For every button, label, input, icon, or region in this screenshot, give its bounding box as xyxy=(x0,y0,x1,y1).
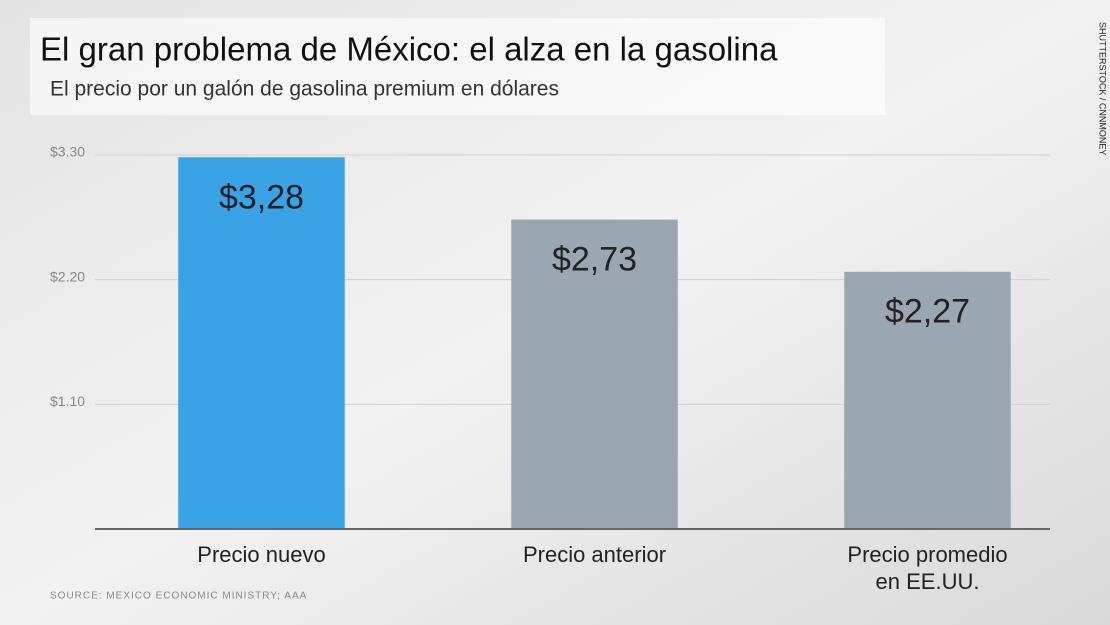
title-panel xyxy=(30,18,885,115)
value-label: $2,27 xyxy=(885,293,970,331)
y-tick-label: $3.30 xyxy=(50,144,85,160)
y-tick-label: $2.20 xyxy=(50,268,85,284)
x-label-box: Precio anterior xyxy=(522,542,667,567)
value-label: $3,28 xyxy=(219,178,304,216)
source: SOURCE: MEXICO ECONOMIC MINISTRY; AAA xyxy=(50,591,307,602)
value-label: $2,73 xyxy=(552,241,637,279)
chart-subtitle: El precio por un galón de gasolina premi… xyxy=(50,78,559,101)
x-tick-label: Precio promedio en EE.UU. xyxy=(847,542,1008,594)
x-tick-label: Precio nuevo xyxy=(197,542,326,567)
chart-title: El gran problema de México: el alza en l… xyxy=(40,31,778,68)
bar xyxy=(844,271,1011,529)
y-tick-label: $1.10 xyxy=(50,393,85,409)
x-tick-label: Precio anterior xyxy=(522,542,667,567)
bar xyxy=(511,219,678,529)
x-label-box: Precio nuevo xyxy=(197,542,326,567)
bar xyxy=(178,157,345,529)
x-label-box: Precio promedio en EE.UU. xyxy=(847,542,1008,594)
credit: SHUTTERSTOCK / CNNMONEY xyxy=(1098,22,1108,155)
